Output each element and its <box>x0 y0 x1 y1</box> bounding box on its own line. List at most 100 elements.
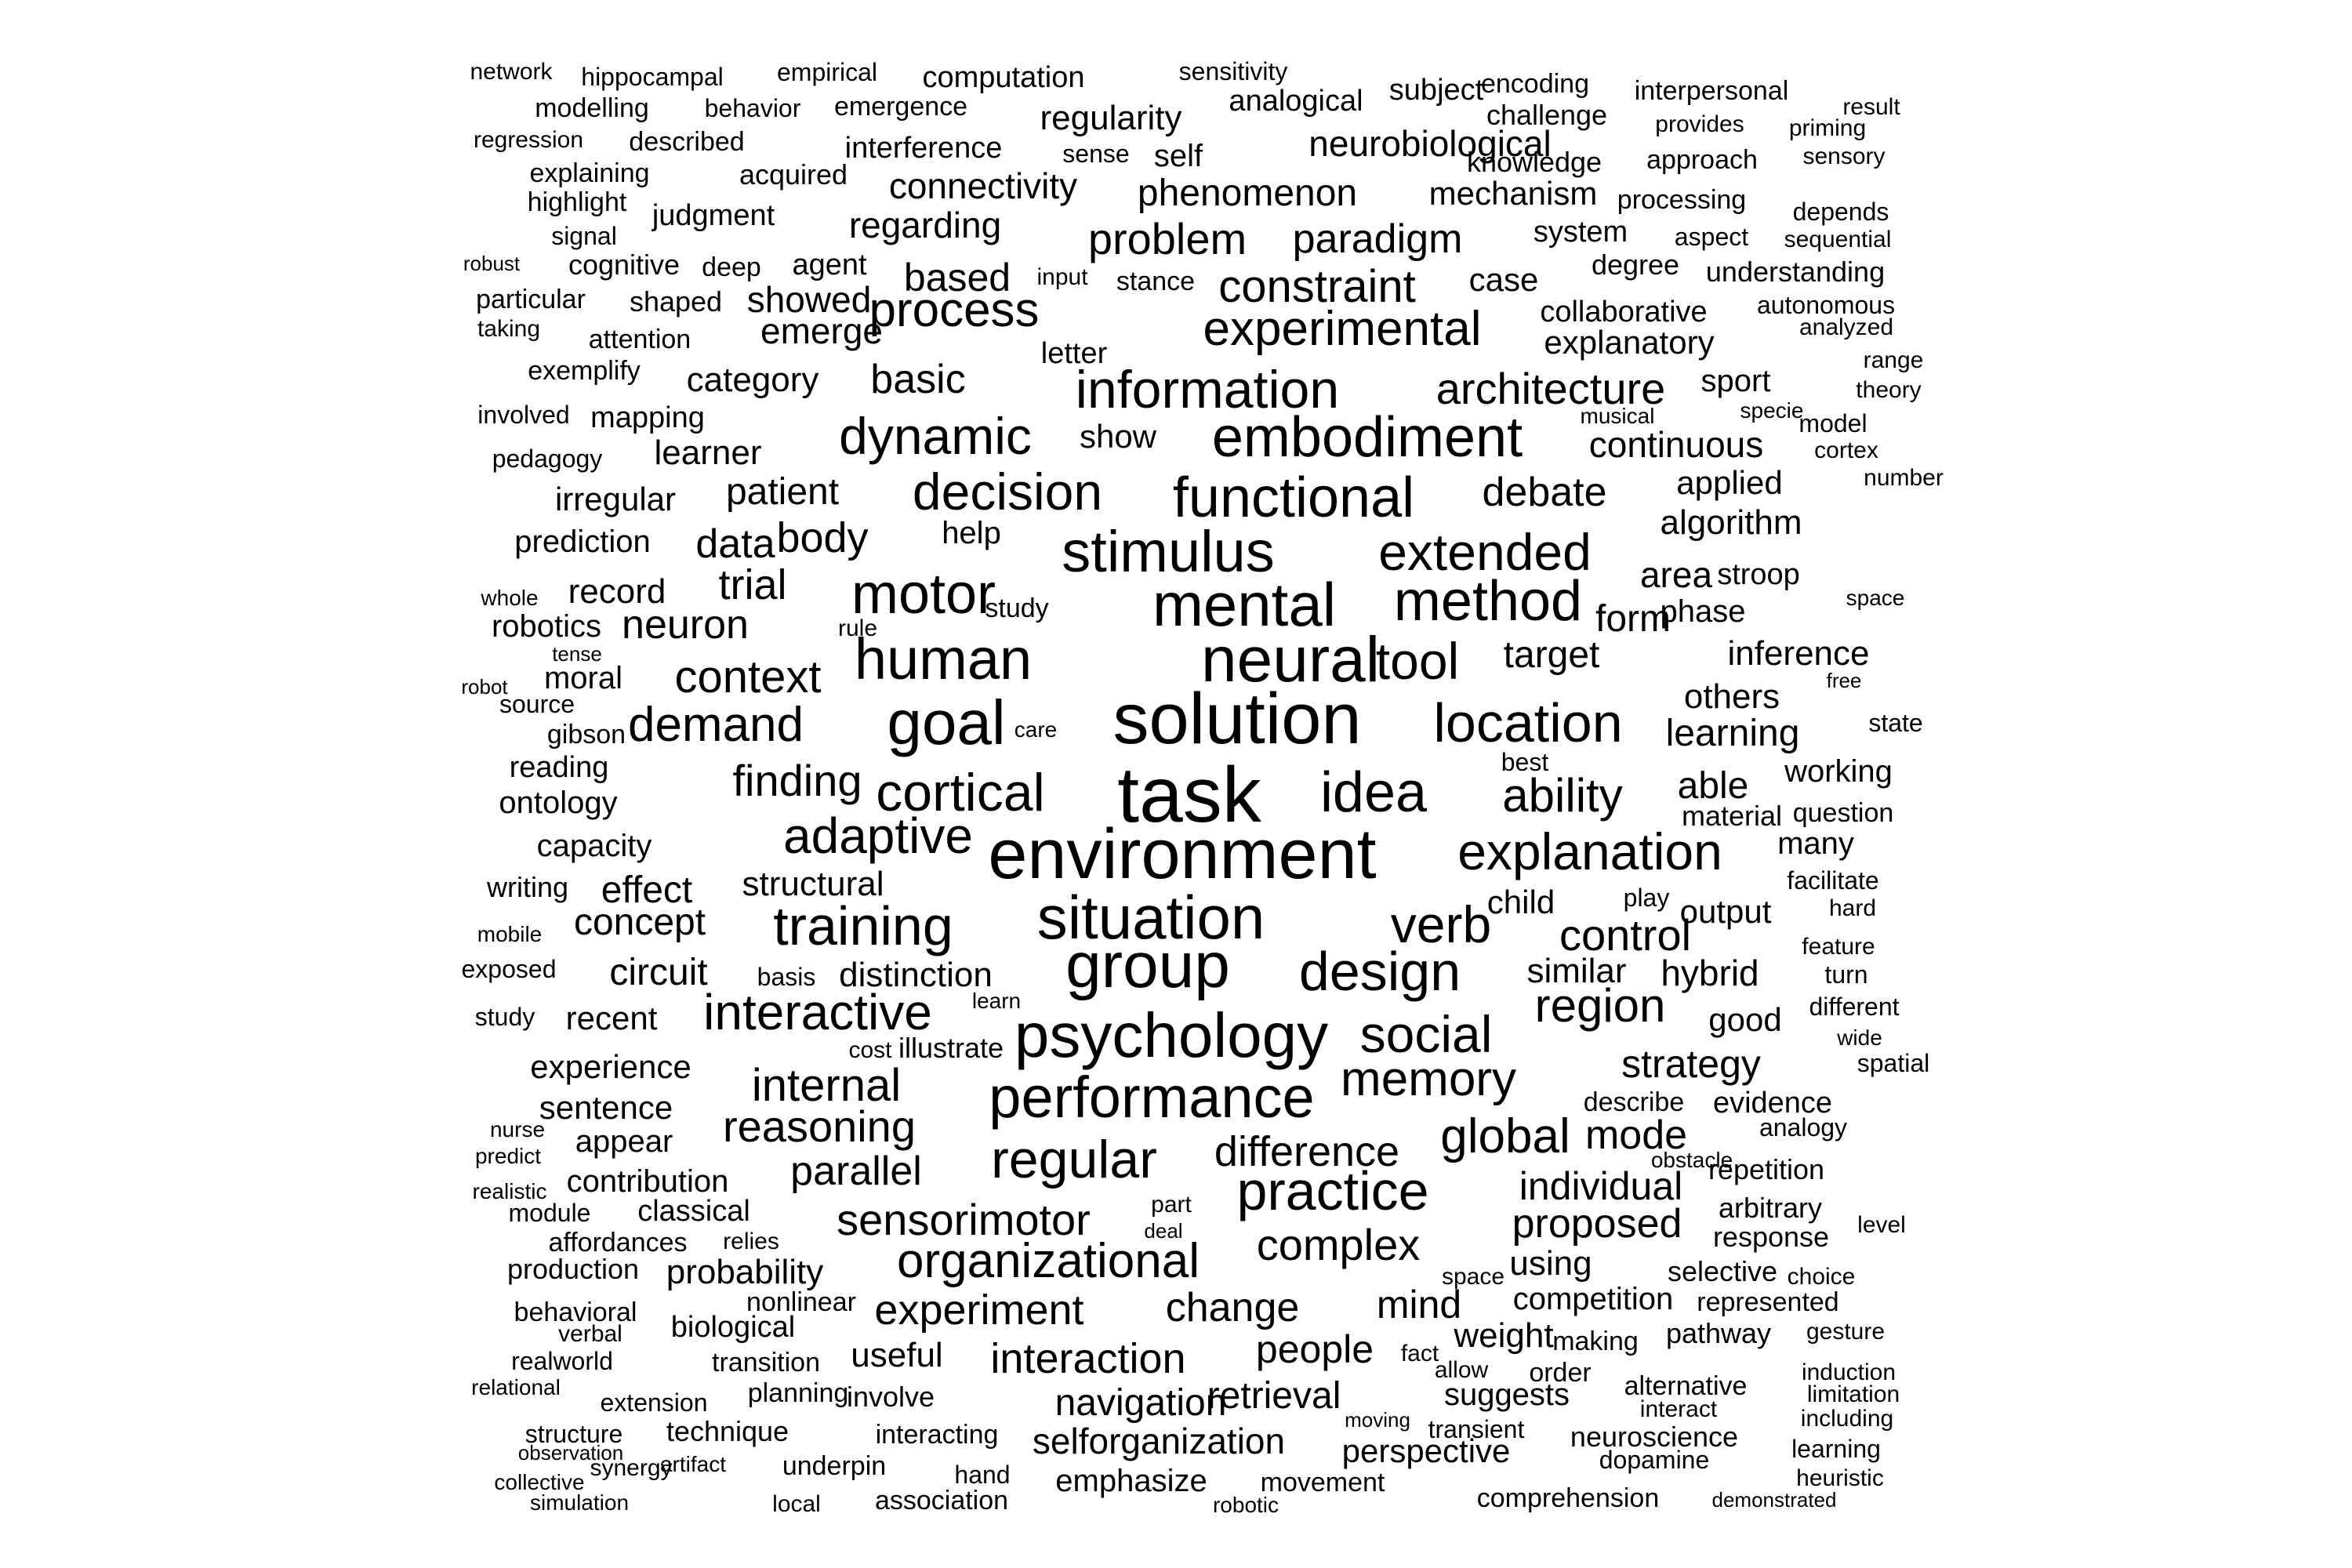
word-neuron: neuron <box>622 602 749 648</box>
word-idea: idea <box>1319 761 1428 824</box>
word-internal: internal <box>751 1060 902 1111</box>
word-realistic: realistic <box>472 1179 547 1203</box>
word-aspect: aspect <box>1674 223 1749 251</box>
word-sensorimotor: sensorimotor <box>837 1195 1091 1244</box>
word-study: study <box>985 593 1049 623</box>
word-learning: learning <box>1791 1435 1881 1463</box>
word-deep: deep <box>702 252 761 282</box>
word-regular: regular <box>991 1130 1157 1189</box>
word-evidence: evidence <box>1712 1087 1833 1120</box>
word-interference: interference <box>844 132 1003 165</box>
word-cortex: cortex <box>1814 437 1878 463</box>
word-making: making <box>1552 1327 1639 1356</box>
word-mapping: mapping <box>590 401 705 434</box>
word-neural: neural <box>1201 624 1380 695</box>
word-hand: hand <box>954 1461 1011 1489</box>
word-judgment: judgment <box>652 199 775 232</box>
word-signal: signal <box>551 222 617 250</box>
word-collaborative: collaborative <box>1540 296 1708 328</box>
word-memory: memory <box>1341 1052 1516 1106</box>
word-result: result <box>1842 94 1900 120</box>
word-ontology: ontology <box>499 786 618 820</box>
word-social: social <box>1359 1005 1493 1063</box>
word-robust: robust <box>463 252 521 275</box>
word-association: association <box>874 1486 1009 1515</box>
word-extension: extension <box>600 1388 708 1417</box>
word-underpin: underpin <box>782 1451 887 1481</box>
word-biological: biological <box>670 1311 796 1344</box>
word-environment: environment <box>988 815 1377 894</box>
word-child: child <box>1486 884 1555 920</box>
word-output: output <box>1679 893 1772 930</box>
word-debate: debate <box>1482 470 1607 515</box>
word-knowledge: knowledge <box>1466 146 1602 178</box>
word-predict: predict <box>474 1144 542 1168</box>
word-subject: subject <box>1388 74 1484 107</box>
word-explaining: explaining <box>529 158 650 188</box>
word-realworld: realworld <box>511 1347 613 1375</box>
word-paradigm: paradigm <box>1292 216 1463 262</box>
word-human: human <box>854 626 1033 691</box>
word-capacity: capacity <box>536 829 652 863</box>
word-describe: describe <box>1583 1087 1685 1117</box>
word-analogy: analogy <box>1759 1113 1848 1142</box>
word-information: information <box>1075 360 1340 419</box>
word-location: location <box>1433 692 1623 753</box>
word-region: region <box>1534 979 1666 1032</box>
word-choice: choice <box>1787 1264 1856 1290</box>
word-illustrate: illustrate <box>898 1032 1004 1064</box>
word-prediction: prediction <box>514 524 651 559</box>
word-help: help <box>942 516 1001 550</box>
word-people: people <box>1255 1327 1374 1371</box>
word-trial: trial <box>718 561 787 608</box>
word-suggests: suggests <box>1443 1377 1570 1412</box>
word-behavior: behavior <box>704 94 801 122</box>
word-material: material <box>1681 800 1783 832</box>
word-simulation: simulation <box>529 1490 630 1515</box>
word-deal: deal <box>1144 1219 1183 1243</box>
word-space: space <box>1846 586 1905 610</box>
word-agent: agent <box>792 249 867 281</box>
word-fact: fact <box>1400 1341 1439 1367</box>
word-gesture: gesture <box>1806 1319 1886 1345</box>
word-sense: sense <box>1062 140 1130 168</box>
word-stimulus: stimulus <box>1062 519 1275 584</box>
word-emphasize: emphasize <box>1055 1464 1207 1498</box>
word-sequential: sequential <box>1784 227 1892 252</box>
word-neuroscience: neuroscience <box>1570 1421 1739 1453</box>
word-technique: technique <box>666 1415 789 1447</box>
word-computation: computation <box>922 61 1085 94</box>
word-selective: selective <box>1667 1255 1778 1287</box>
word-transition: transition <box>712 1348 820 1377</box>
word-area: area <box>1639 554 1713 595</box>
word-represented: represented <box>1697 1287 1839 1317</box>
word-challenge: challenge <box>1486 99 1608 131</box>
word-space: space <box>1441 1264 1505 1290</box>
word-showed: showed <box>746 279 872 320</box>
word-finding: finding <box>732 756 862 805</box>
word-body: body <box>776 514 869 561</box>
word-interactive: interactive <box>703 984 932 1040</box>
word-design: design <box>1298 941 1461 1002</box>
word-organizational: organizational <box>896 1234 1200 1288</box>
word-mode: mode <box>1584 1112 1688 1158</box>
word-robot: robot <box>461 675 508 699</box>
word-proposed: proposed <box>1512 1201 1682 1247</box>
word-regression: regression <box>473 127 584 153</box>
word-record: record <box>568 572 666 611</box>
word-musical: musical <box>1580 404 1655 428</box>
word-understanding: understanding <box>1705 256 1886 288</box>
word-observation: observation <box>517 1441 624 1465</box>
word-play: play <box>1623 884 1670 912</box>
word-taking: taking <box>477 316 541 342</box>
word-tense: tense <box>552 642 602 666</box>
word-recent: recent <box>565 1000 658 1036</box>
word-similar: similar <box>1526 952 1627 990</box>
word-sensory: sensory <box>1802 143 1886 169</box>
word-continuous: continuous <box>1588 424 1764 465</box>
word-basic: basic <box>870 357 966 402</box>
word-problem: problem <box>1087 214 1247 263</box>
word-particular: particular <box>476 285 586 314</box>
word-hybrid: hybrid <box>1661 953 1759 993</box>
word-modelling: modelling <box>535 93 649 123</box>
